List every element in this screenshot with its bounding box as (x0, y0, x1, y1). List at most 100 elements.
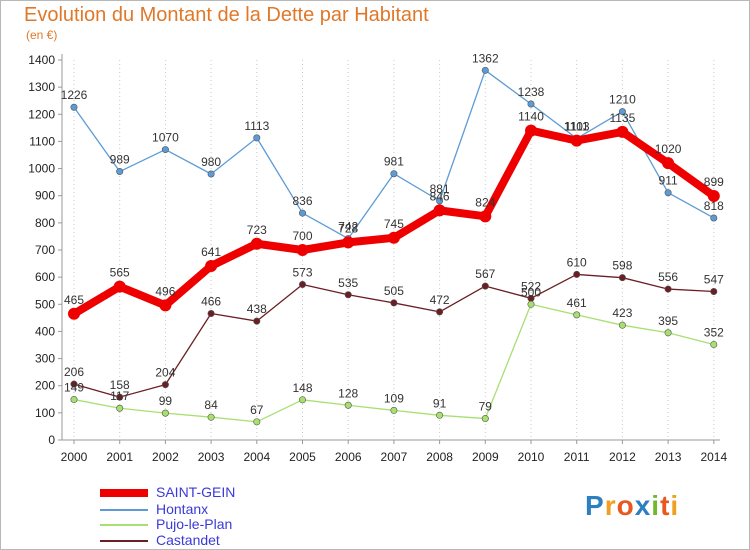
data-point (253, 134, 261, 142)
legend-label: Hontanx (156, 501, 209, 517)
data-label: 117 (110, 389, 129, 403)
chart-subtitle: (en €) (26, 28, 58, 42)
data-label: 84 (204, 398, 218, 412)
chart-title: Evolution du Montant de la Dette par Hab… (24, 4, 429, 26)
data-label: 556 (658, 270, 678, 284)
data-label: 149 (64, 381, 84, 395)
data-label: 99 (159, 394, 173, 408)
data-label: 505 (384, 284, 404, 298)
data-label: 438 (247, 302, 267, 316)
y-tick-label: 300 (35, 352, 55, 366)
y-tick-label: 500 (35, 297, 55, 311)
axes (58, 54, 720, 444)
data-label: 1238 (518, 85, 545, 99)
data-label: 91 (433, 396, 447, 410)
data-point (390, 170, 398, 178)
data-point (573, 311, 581, 319)
x-tick-label: 2010 (518, 450, 545, 464)
data-point (710, 214, 718, 222)
data-point (436, 197, 444, 205)
data-point (664, 285, 672, 293)
y-tick-labels: 0 100 200 300 400 500 600 700 800 900 1000 1100 1200… (28, 53, 55, 447)
data-label: 128 (338, 386, 358, 400)
data-label: 846 (430, 189, 450, 203)
data-point (113, 280, 126, 293)
data-point (616, 125, 629, 138)
data-point (707, 189, 720, 202)
y-tick-label: 1400 (28, 53, 55, 67)
data-point (342, 236, 355, 249)
data-point (481, 282, 489, 290)
x-tick-label: 2000 (61, 450, 88, 464)
data-label: 1103 (564, 120, 590, 134)
data-point (116, 404, 124, 412)
y-tick-label: 200 (35, 379, 55, 393)
data-label: 522 (521, 279, 541, 293)
data-point (116, 168, 124, 176)
data-label: 742 (338, 220, 358, 234)
data-point (68, 307, 80, 320)
data-label: 723 (247, 223, 267, 237)
data-label: 598 (612, 259, 632, 273)
y-tick-label: 1300 (28, 80, 55, 94)
data-point (70, 380, 78, 388)
data-label: 148 (292, 381, 312, 395)
data-label: 79 (479, 400, 493, 414)
data-label: 500 (521, 285, 541, 299)
legend-label: Castandet (156, 532, 220, 548)
data-point (436, 308, 444, 316)
data-label: 461 (567, 296, 587, 310)
data-label: 980 (201, 155, 221, 169)
data-point (344, 401, 352, 409)
x-tick-label: 2001 (106, 450, 133, 464)
data-label: 1113 (244, 119, 269, 133)
data-label: 1362 (472, 51, 499, 65)
y-tick-label: 900 (35, 189, 55, 203)
y-tick-label: 400 (35, 324, 55, 338)
data-label: 204 (155, 366, 175, 380)
data-labels: 1226 989 1070 980 1113 836 742 981 881 1362 1238 11… (61, 51, 724, 417)
data-label: 1210 (609, 93, 636, 107)
y-tick-label: 800 (35, 216, 55, 230)
data-point (207, 310, 215, 318)
data-point (250, 237, 263, 250)
data-point (161, 146, 169, 154)
data-point (390, 406, 398, 414)
data-label: 206 (64, 365, 84, 379)
legend-label: SAINT-GEIN (156, 484, 236, 500)
data-label: 1070 (152, 131, 179, 145)
x-tick-label: 2013 (655, 450, 682, 464)
data-label: 565 (110, 266, 130, 280)
x-tick-label: 2009 (472, 450, 499, 464)
data-label: 395 (658, 314, 678, 328)
data-point (161, 381, 169, 389)
data-label: 818 (704, 199, 724, 213)
data-point (390, 299, 398, 307)
data-point (253, 317, 261, 325)
x-tick-label: 2006 (335, 450, 362, 464)
data-point (159, 299, 172, 312)
grid-lines (73, 60, 715, 440)
data-point (618, 274, 626, 282)
data-label: 352 (704, 325, 724, 339)
x-tick-label: 2004 (243, 450, 270, 464)
data-label: 728 (338, 221, 358, 235)
y-tick-label: 600 (35, 270, 55, 284)
y-tick-label: 1100 (29, 134, 55, 148)
x-tick-label: 2012 (609, 450, 636, 464)
data-label: 567 (475, 267, 495, 281)
x-tick-label: 2005 (289, 450, 316, 464)
data-point (298, 280, 306, 288)
data-label: 67 (250, 403, 264, 417)
logo-letter: i (670, 490, 680, 521)
y-tick-label: 700 (35, 243, 55, 257)
data-label: 899 (704, 175, 724, 189)
data-point (662, 157, 675, 170)
data-point (481, 415, 489, 423)
data-point (573, 270, 581, 278)
data-label: 745 (384, 217, 404, 231)
data-point (570, 134, 583, 147)
data-label: 535 (338, 276, 358, 290)
